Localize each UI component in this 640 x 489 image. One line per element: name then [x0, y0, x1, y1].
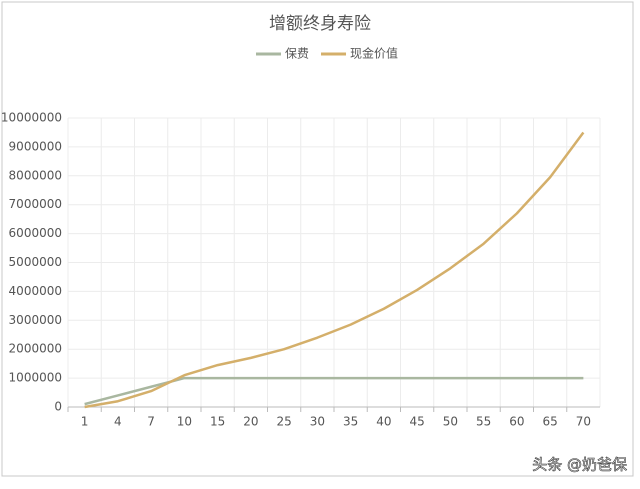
- x-tick-label: 60: [509, 415, 524, 429]
- x-tick-label: 7: [147, 415, 155, 429]
- x-tick-label: 35: [343, 415, 358, 429]
- x-tick-label: 55: [476, 415, 491, 429]
- y-tick-label: 8000000: [9, 168, 62, 182]
- x-tick-label: 4: [114, 415, 122, 429]
- y-tick-label: 9000000: [9, 139, 62, 153]
- x-tick-label: 50: [443, 415, 458, 429]
- x-tick-label: 1: [81, 415, 89, 429]
- watermark: 头条 @奶爸保: [532, 456, 627, 474]
- x-tick-label: 40: [376, 415, 391, 429]
- series-line: [84, 131, 585, 409]
- y-tick-label: 2000000: [9, 342, 62, 356]
- y-tick-label: 6000000: [9, 226, 62, 240]
- x-tick-label: 15: [210, 415, 225, 429]
- x-tick-label: 70: [576, 415, 591, 429]
- y-tick-label: 3000000: [9, 313, 62, 327]
- y-tick-label: 5000000: [9, 255, 62, 269]
- x-tick-label: 65: [542, 415, 557, 429]
- y-tick-label: 7000000: [9, 197, 62, 211]
- y-tick-label: 10000000: [1, 111, 62, 125]
- y-tick-label: 4000000: [9, 284, 62, 298]
- x-tick-label: 45: [409, 415, 424, 429]
- legend-label: 保费: [285, 47, 309, 61]
- x-tick-label: 10: [177, 415, 192, 429]
- x-tick-label: 30: [310, 415, 325, 429]
- y-tick-label: 0: [54, 400, 62, 414]
- x-tick-label: 20: [243, 415, 258, 429]
- y-tick-label: 1000000: [9, 371, 62, 385]
- x-tick-label: 25: [276, 415, 291, 429]
- legend-label: 现金价值: [350, 46, 398, 61]
- chart-title: 增额终身寿险: [269, 14, 371, 34]
